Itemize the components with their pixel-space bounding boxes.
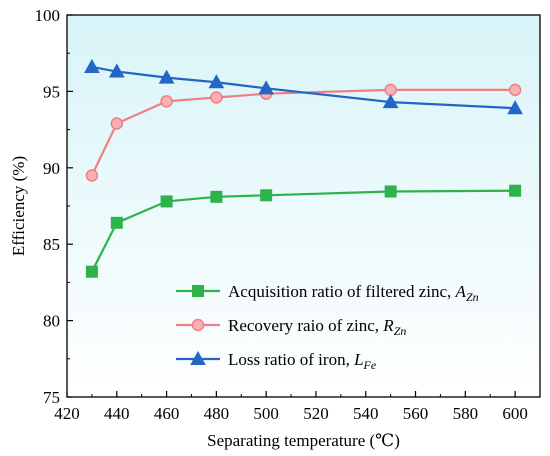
y-axis-title: Efficiency (%) <box>9 156 28 256</box>
x-tick-label: 480 <box>204 404 230 423</box>
legend-entry: Loss ratio of iron, LFe <box>176 350 377 372</box>
y-tick-label: 95 <box>43 82 60 101</box>
data-point-circle <box>160 95 173 108</box>
legend-label: Recovery raio of zinc, RZn <box>228 316 406 338</box>
legend-label-subscript: Zn <box>466 290 479 304</box>
series-2 <box>85 83 522 182</box>
series-1 <box>85 184 522 278</box>
legend-label: Loss ratio of iron, LFe <box>228 350 377 372</box>
data-point-square <box>260 189 273 202</box>
x-tick-label: 500 <box>253 404 279 423</box>
x-tick-label: 540 <box>353 404 379 423</box>
x-tick-label: 460 <box>154 404 180 423</box>
x-tick-label: 580 <box>453 404 479 423</box>
data-point-square <box>160 195 173 208</box>
data-point-circle <box>508 83 522 97</box>
y-tick-label: 75 <box>43 388 60 407</box>
x-tick-label: 440 <box>104 404 130 423</box>
y-tick-label: 100 <box>35 6 61 25</box>
data-point-triangle <box>108 63 125 78</box>
data-point-square <box>384 185 397 198</box>
legend-label-text: Loss ratio of iron, <box>228 350 354 369</box>
data-point-square <box>210 190 223 203</box>
legend-label-symbol: L <box>353 350 363 369</box>
data-point-triangle <box>382 94 399 109</box>
legend-label-text: Acquisition ratio of filtered zinc, <box>228 282 456 301</box>
y-tick-label: 90 <box>43 159 60 178</box>
legend-label-subscript: Zn <box>394 324 407 338</box>
series-layer <box>84 58 523 278</box>
data-point-triangle <box>158 69 175 84</box>
series-3 <box>84 58 523 115</box>
data-point-square <box>85 265 98 278</box>
data-point-triangle <box>208 74 225 89</box>
legend-label: Acquisition ratio of filtered zinc, AZn <box>228 282 479 304</box>
x-tick-label: 420 <box>54 404 80 423</box>
data-point-circle <box>210 91 223 104</box>
data-point-circle <box>85 169 99 182</box>
x-tick-label: 520 <box>303 404 329 423</box>
y-tick-label: 85 <box>43 235 60 254</box>
legend-label-text: Recovery raio of zinc, <box>228 316 383 335</box>
data-point-triangle <box>84 58 100 73</box>
data-point-triangle <box>507 100 523 115</box>
x-tick-label: 560 <box>403 404 429 423</box>
legend-entry: Recovery raio of zinc, RZn <box>176 316 406 338</box>
data-point-square <box>110 216 123 229</box>
x-tick-label: 600 <box>502 404 528 423</box>
data-point-circle <box>110 117 124 130</box>
legend-label-symbol: A <box>455 282 467 301</box>
y-tick-label: 80 <box>43 312 60 331</box>
data-point-triangle <box>258 80 275 95</box>
legend-label-symbol: R <box>382 316 394 335</box>
legend-marker <box>192 285 204 297</box>
legend: Acquisition ratio of filtered zinc, AZnR… <box>176 282 479 372</box>
data-point-circle <box>384 83 397 97</box>
axis-layer: 420 440 460 480 500 520 540 560 580 600 75 80 85 90 95… <box>35 6 528 423</box>
legend-entry: Acquisition ratio of filtered zinc, AZn <box>176 282 479 304</box>
legend-marker <box>191 318 205 332</box>
legend-marker <box>190 350 206 365</box>
x-axis-title: Separating temperature (℃) <box>207 431 400 450</box>
plot-area <box>67 15 540 397</box>
data-point-square <box>509 184 522 197</box>
legend-label-subscript: Fe <box>363 358 377 372</box>
